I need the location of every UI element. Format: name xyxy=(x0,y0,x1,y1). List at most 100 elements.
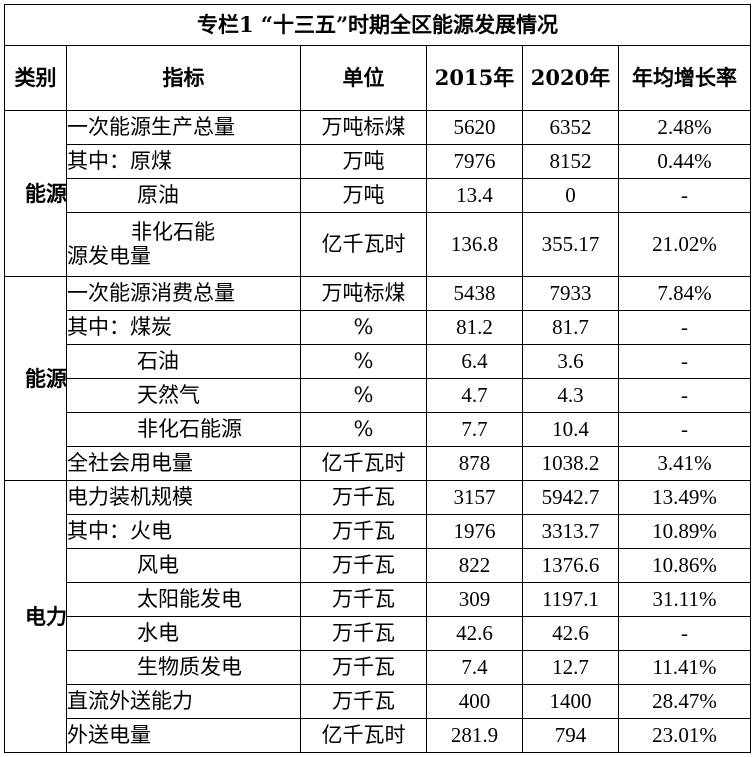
table-row: 原油 万吨 13.4 0 - xyxy=(5,178,752,213)
table-row: 电力发展 电力装机规模 万千瓦 3157 5942.7 13.49% xyxy=(4,479,752,754)
growth-cell: 0.44% xyxy=(617,144,752,179)
category-energy-consumption: 能源消费 xyxy=(4,275,67,481)
growth-cell: - xyxy=(617,377,752,413)
growth-cell: - xyxy=(617,309,752,345)
growth-cell: - xyxy=(617,615,752,651)
value-2015-cell: 42.6 xyxy=(426,615,523,651)
value-2015-cell: 13.4 xyxy=(426,178,523,213)
table-row: 全社会用电量 亿千瓦时 878 1038.2 3.41% xyxy=(5,445,752,481)
value-2015-cell: 3157 xyxy=(426,479,523,515)
unit-cell: 万吨标煤 xyxy=(300,275,427,311)
indicator-cell: 石油 xyxy=(66,343,301,379)
unit-cell: 万千瓦 xyxy=(300,581,427,617)
table-row: 非化石能源发电量 亿千瓦时 136.8 355.17 21.02% xyxy=(5,212,752,277)
unit-cell: 亿千瓦时 xyxy=(300,445,427,481)
indicator-cell: 一次能源生产总量 xyxy=(66,110,301,145)
unit-cell: 万千瓦 xyxy=(300,615,427,651)
table-row: 能源消费 一次能源消费总量 万吨标煤 5438 7933 7.84% xyxy=(4,275,752,481)
indicator-cell: 非化石能源 xyxy=(66,411,301,447)
value-2020-cell: 355.17 xyxy=(522,212,619,277)
growth-cell: 7.84% xyxy=(617,275,752,311)
value-2020-cell: 7933 xyxy=(522,275,619,311)
value-2015-cell: 822 xyxy=(426,547,523,583)
table-row: 太阳能发电 万千瓦 309 1197.1 31.11% xyxy=(5,581,752,617)
table-row: 石油 % 6.4 3.6 - xyxy=(5,343,752,379)
growth-cell: 31.11% xyxy=(617,581,752,617)
value-2020-cell: 42.6 xyxy=(522,615,619,651)
growth-cell: 2.48% xyxy=(617,110,752,145)
growth-cell: 23.01% xyxy=(617,717,752,754)
value-2015-cell: 878 xyxy=(426,445,523,481)
value-2020-cell: 4.3 xyxy=(522,377,619,413)
category-energy-production: 能源生产 xyxy=(4,110,67,277)
indicator-cell: 其中：火电 xyxy=(66,513,301,549)
value-2015-cell: 400 xyxy=(426,683,523,719)
unit-cell: 万千瓦 xyxy=(300,479,427,515)
header-2015: 2015年 xyxy=(426,45,523,111)
category-label: 能源消费 xyxy=(25,365,67,391)
growth-cell: - xyxy=(617,178,752,213)
value-2015-cell: 281.9 xyxy=(426,717,523,754)
growth-cell: 13.49% xyxy=(617,479,752,515)
table-row: 天然气 % 4.7 4.3 - xyxy=(5,377,752,413)
growth-cell: 28.47% xyxy=(617,683,752,719)
category-label: 能源生产 xyxy=(25,180,67,206)
table-row: 能源生产 一次能源生产总量 万吨标煤 5620 6352 2.48% xyxy=(4,110,752,277)
value-2020-cell: 10.4 xyxy=(522,411,619,447)
table-title: 专栏1 “十三五”时期全区能源发展情况 xyxy=(3,4,752,46)
growth-cell: 10.89% xyxy=(617,513,752,549)
value-2015-cell: 7.4 xyxy=(426,649,523,685)
indicator-cell: 全社会用电量 xyxy=(66,445,301,481)
unit-cell: 亿千瓦时 xyxy=(300,212,427,277)
table-row: 其中：火电 万千瓦 1976 3313.7 10.89% xyxy=(5,513,752,549)
value-2020-cell: 6352 xyxy=(522,110,619,145)
value-2015-cell: 7976 xyxy=(426,144,523,179)
indicator-cell: 非化石能源发电量 xyxy=(66,212,301,277)
unit-cell: 万吨 xyxy=(300,144,427,179)
growth-cell: 10.86% xyxy=(617,547,752,583)
unit-cell: 万千瓦 xyxy=(300,683,427,719)
value-2015-cell: 6.4 xyxy=(426,343,523,379)
unit-cell: % xyxy=(300,343,427,379)
indicator-cell: 其中：煤炭 xyxy=(66,309,301,345)
indicator-cell: 原油 xyxy=(66,178,301,213)
indicator-cell: 外送电量 xyxy=(66,717,301,754)
value-2020-cell: 3.6 xyxy=(522,343,619,379)
indicator-text: 非化石能源发电量 xyxy=(67,220,216,269)
indicator-cell: 太阳能发电 xyxy=(66,581,301,617)
unit-cell: 亿千瓦时 xyxy=(300,717,427,754)
value-2015-cell: 7.7 xyxy=(426,411,523,447)
growth-cell: - xyxy=(617,343,752,379)
category-label: 电力发展 xyxy=(25,603,67,629)
table-row: 水电 万千瓦 42.6 42.6 - xyxy=(5,615,752,651)
indicator-cell: 其中：原煤 xyxy=(66,144,301,179)
value-2015-cell: 136.8 xyxy=(426,212,523,277)
value-2020-cell: 1197.1 xyxy=(522,581,619,617)
value-2020-cell: 12.7 xyxy=(522,649,619,685)
header-unit: 单位 xyxy=(300,45,427,111)
value-2020-cell: 5942.7 xyxy=(522,479,619,515)
unit-cell: % xyxy=(300,411,427,447)
value-2015-cell: 81.2 xyxy=(426,309,523,345)
indicator-cell: 风电 xyxy=(66,547,301,583)
energy-development-table: 专栏1 “十三五”时期全区能源发展情况 类别 指标 单位 2015年 2020年… xyxy=(3,4,752,754)
unit-cell: % xyxy=(300,309,427,345)
value-2020-cell: 8152 xyxy=(522,144,619,179)
growth-cell: 11.41% xyxy=(617,649,752,685)
value-2015-cell: 5620 xyxy=(426,110,523,145)
unit-cell: 万吨标煤 xyxy=(300,110,427,145)
table-row: 其中：原煤 万吨 7976 8152 0.44% xyxy=(5,144,752,179)
header-category: 类别 xyxy=(4,45,67,111)
unit-cell: 万千瓦 xyxy=(300,649,427,685)
unit-cell: 万吨 xyxy=(300,178,427,213)
unit-cell: 万千瓦 xyxy=(300,513,427,549)
value-2020-cell: 0 xyxy=(522,178,619,213)
unit-cell: 万千瓦 xyxy=(300,547,427,583)
table-row: 其中：煤炭 % 81.2 81.7 - xyxy=(5,309,752,345)
value-2015-cell: 1976 xyxy=(426,513,523,549)
growth-cell: - xyxy=(617,411,752,447)
value-2015-cell: 4.7 xyxy=(426,377,523,413)
indicator-cell: 生物质发电 xyxy=(66,649,301,685)
value-2020-cell: 81.7 xyxy=(522,309,619,345)
table-row: 直流外送能力 万千瓦 400 1400 28.47% xyxy=(5,683,752,719)
